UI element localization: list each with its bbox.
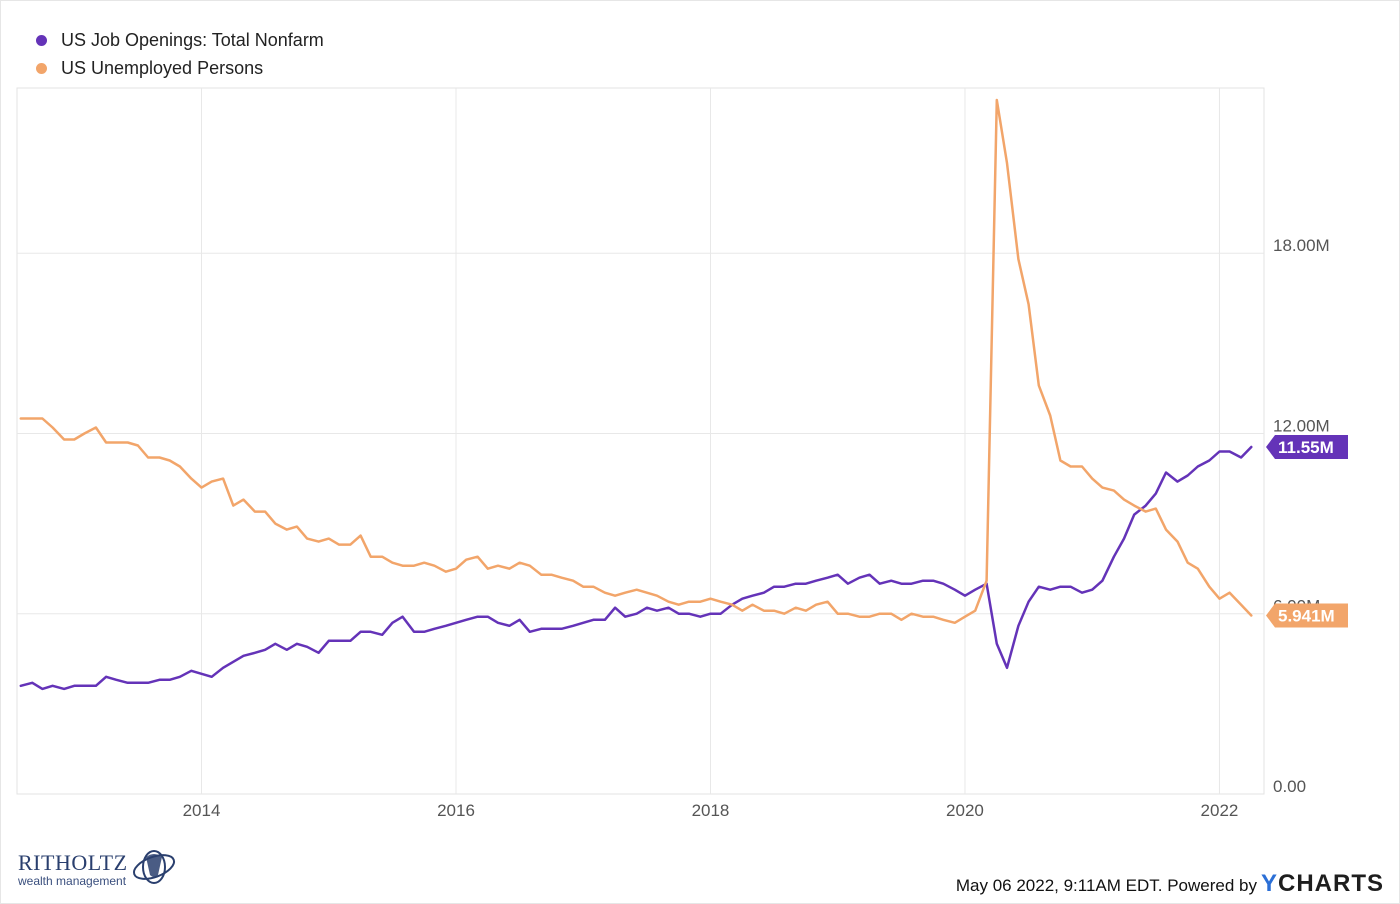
legend-dot-job-openings [36, 34, 47, 46]
axis-layer: 0.006.00M12.00M18.00M2014201620182020202… [183, 236, 1330, 820]
series-line-1 [19, 98, 1253, 625]
grid-layer [16, 87, 1265, 795]
ritholtz-logo: RITHOLTZ wealth management [18, 849, 178, 888]
legend-item-job-openings[interactable]: US Job Openings: Total Nonfarm [36, 26, 324, 54]
chart-legend: US Job Openings: Total Nonfarm US Unempl… [36, 26, 324, 82]
footer-timestamp: May 06 2022, 9:11AM EDT. Powered by [955, 876, 1257, 895]
end-label-text-1: 5.941M [1278, 607, 1335, 626]
end-label-text-0: 11.55M [1278, 438, 1334, 457]
plot-area-border [16, 87, 1265, 795]
logo-emblem-icon [132, 849, 175, 884]
end-label-badge-1 [1266, 603, 1348, 628]
y-tick-label-0: 0.00 [1273, 777, 1306, 796]
end-label-layer: 11.55M 5.941M [1266, 435, 1348, 628]
x-tick-label-0: 2014 [183, 801, 221, 820]
x-tick-label-3: 2020 [946, 801, 984, 820]
y-tick-label-3: 18.00M [1273, 236, 1330, 255]
end-label-badge-0 [1266, 435, 1348, 460]
legend-dot-unemployed [36, 62, 47, 74]
legend-label-job-openings: US Job Openings: Total Nonfarm [61, 29, 324, 50]
x-tick-label-1: 2016 [437, 801, 475, 820]
logo-subtitle: wealth management [18, 874, 127, 888]
x-tick-label-4: 2022 [1201, 801, 1239, 820]
logo-name: RITHOLTZ [18, 850, 128, 875]
y-tick-label-2: 12.00M [1273, 416, 1330, 435]
ycharts-brand-rest: CHARTS [1278, 870, 1384, 897]
x-tick-label-2: 2018 [692, 801, 730, 820]
chart-footer: May 06 2022, 9:11AM EDT. Powered by YCHA… [956, 870, 1384, 898]
legend-item-unemployed[interactable]: US Unemployed Persons [36, 54, 324, 82]
series-line-0 [19, 445, 1253, 691]
series-layer [19, 98, 1253, 691]
ycharts-brand-y: Y [1260, 870, 1278, 897]
ycharts-brand[interactable]: YCHARTS [1261, 870, 1384, 898]
legend-label-unemployed: US Unemployed Persons [61, 57, 264, 78]
